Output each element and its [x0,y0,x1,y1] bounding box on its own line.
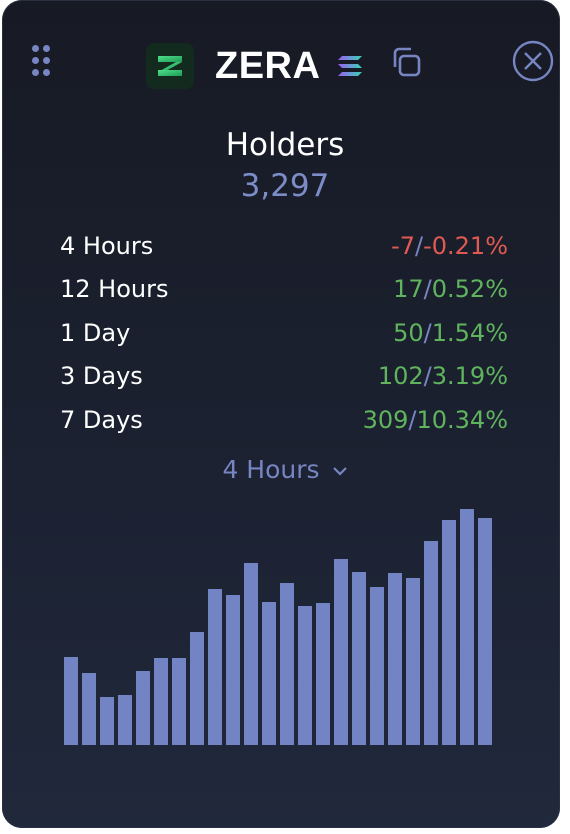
close-icon [512,40,554,82]
stat-percent: 10.34% [416,405,508,434]
chart-bar[interactable] [82,673,96,745]
chart-bar[interactable] [208,589,222,745]
chart-bar[interactable] [226,595,240,745]
chevron-down-icon [332,467,347,476]
chart-bar[interactable] [442,520,456,745]
stat-label: 3 Days [60,362,143,391]
chart-bar[interactable] [280,583,294,745]
chart-bar[interactable] [334,559,348,745]
close-button[interactable] [512,40,554,82]
stat-separator: / [423,275,432,304]
stat-separator: / [423,318,432,347]
chart-bar[interactable] [406,578,420,745]
stat-change: 50 [393,318,424,347]
stat-value: 50/1.54% [393,315,508,352]
stat-value: 102/3.19% [378,358,508,395]
stat-value: 17/0.52% [393,271,508,308]
chart-bar[interactable] [352,572,366,745]
stat-label: 4 Hours [60,232,154,260]
chart-bar[interactable] [388,573,402,745]
stat-label: 1 Day [60,318,131,347]
stat-row-3-days: 3 Days 102/3.19% [60,358,508,401]
chart-bar[interactable] [190,632,204,745]
token-name: ZERA [215,45,321,87]
holders-count: 3,297 [240,168,330,204]
holders-widget: ZERA Holders 3,297 [2,0,560,828]
chart-bar[interactable] [460,509,474,745]
stat-row-12-hours: 12 Hours 17/0.52% [60,271,508,314]
stat-separator: / [408,405,417,434]
stat-row-4-hours: 4 Hours -7/-0.21% [60,228,508,271]
chart-bar[interactable] [298,606,312,745]
stat-percent: 3.19% [431,362,508,391]
chart-bar[interactable] [64,657,78,745]
chart-bar[interactable] [136,671,150,745]
stat-row-7-days: 7 Days 309/10.34% [60,402,508,445]
holders-bar-chart [64,509,492,745]
stat-change: 102 [377,362,424,391]
chart-bar[interactable] [244,563,258,745]
stat-separator: / [415,232,424,260]
chart-bar[interactable] [262,602,276,745]
stat-percent: 0.52% [431,275,508,304]
chart-bar[interactable] [154,658,168,745]
stat-row-1-day: 1 Day 50/1.54% [60,315,508,358]
stat-value: -7/-0.21% [391,228,508,265]
chart-bar[interactable] [424,541,438,745]
stat-label: 7 Days [60,405,143,434]
zera-token-logo [146,43,194,89]
metric-title: Holders [225,127,345,163]
chart-bar[interactable] [478,518,492,745]
chart-bar[interactable] [100,697,114,745]
stat-percent: 1.54% [431,318,508,347]
chart-bar[interactable] [172,658,186,745]
stat-percent: -0.21% [423,232,508,260]
copy-icon[interactable] [390,46,422,78]
stat-change: 309 [362,405,409,434]
chart-bar[interactable] [370,587,384,745]
chart-bar[interactable] [118,695,132,745]
timeframe-dropdown[interactable]: 4 Hours [2,454,560,486]
stat-change: -7 [391,232,415,260]
stat-value: 309/10.34% [363,402,508,439]
timeframe-selected: 4 Hours [222,455,320,484]
chart-bar[interactable] [316,603,330,745]
stat-separator: / [423,362,432,391]
stat-change: 17 [393,275,424,304]
holder-change-list: 4 Hours -7/-0.21% 12 Hours 17/0.52% 1 Da… [60,228,508,445]
drag-handle-icon[interactable] [32,45,54,77]
solana-icon [337,55,363,77]
stat-label: 12 Hours [60,275,169,304]
